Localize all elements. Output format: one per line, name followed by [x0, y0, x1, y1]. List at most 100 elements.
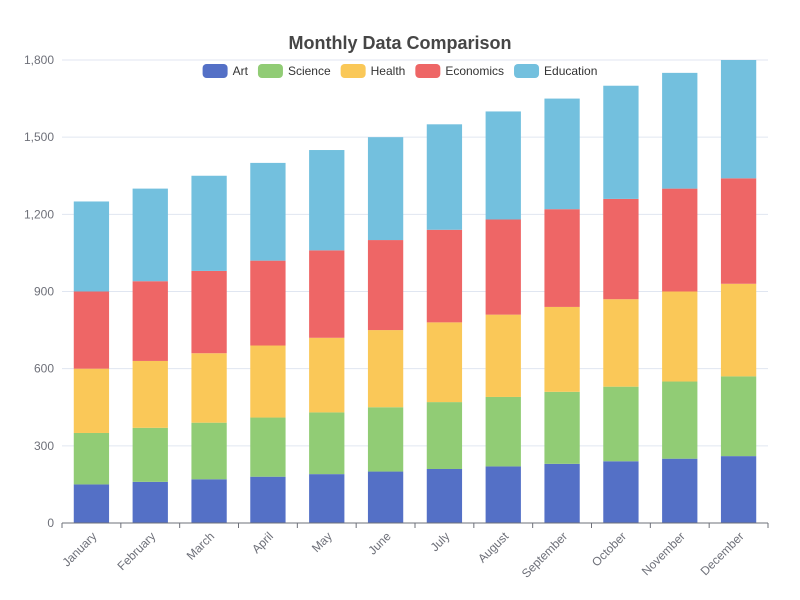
bar-science-may[interactable]: [309, 412, 345, 475]
bar-science-april[interactable]: [250, 417, 286, 477]
bar-art-may[interactable]: [309, 474, 345, 523]
bars: [73, 60, 757, 523]
legend[interactable]: Art Science Health Economics Education: [202, 64, 598, 78]
y-tick-label: 0: [47, 516, 54, 530]
bar-education-february[interactable]: [132, 188, 168, 282]
bar-health-november[interactable]: [662, 291, 698, 382]
x-tick-label: March: [184, 529, 217, 562]
bar-science-march[interactable]: [191, 422, 227, 480]
bar-art-november[interactable]: [662, 458, 698, 523]
legend-label: Health: [371, 64, 406, 78]
x-tick-label: July: [428, 529, 453, 554]
y-tick-label: 1,800: [24, 53, 54, 67]
bar-health-june[interactable]: [367, 330, 404, 408]
legend-item-health[interactable]: Health: [340, 64, 406, 78]
bar-health-october[interactable]: [603, 299, 639, 387]
y-tick-label: 600: [34, 362, 54, 376]
bar-economics-october[interactable]: [603, 198, 639, 300]
legend-label: Art: [233, 64, 249, 78]
bar-science-august[interactable]: [485, 396, 521, 467]
bar-education-october[interactable]: [603, 85, 639, 199]
bar-art-december[interactable]: [720, 456, 757, 523]
bar-health-december[interactable]: [720, 283, 757, 377]
bar-science-january[interactable]: [73, 432, 110, 485]
bar-science-july[interactable]: [426, 402, 463, 469]
legend-swatch: [257, 64, 283, 78]
bar-art-april[interactable]: [250, 476, 286, 523]
y-tick-label: 1,200: [24, 207, 54, 221]
bar-economics-february[interactable]: [132, 281, 168, 361]
bar-education-march[interactable]: [191, 175, 227, 271]
bar-health-january[interactable]: [73, 368, 110, 433]
bar-health-august[interactable]: [485, 314, 521, 397]
bar-education-november[interactable]: [662, 72, 698, 189]
legend-label: Science: [288, 64, 331, 78]
y-axis: 0 300 600 900 1,200 1,500 1,800: [24, 53, 54, 530]
legend-item-economics[interactable]: Economics: [415, 64, 504, 78]
bar-education-august[interactable]: [485, 111, 521, 220]
gridlines: [62, 59, 768, 447]
bar-science-february[interactable]: [132, 427, 168, 482]
legend-swatch: [340, 64, 366, 78]
bar-economics-july[interactable]: [426, 229, 463, 323]
bar-science-december[interactable]: [720, 376, 757, 457]
bar-art-august[interactable]: [485, 466, 521, 523]
bar-art-october[interactable]: [603, 461, 639, 523]
legend-item-education[interactable]: Education: [514, 64, 597, 78]
bar-science-november[interactable]: [662, 381, 698, 459]
legend-swatch: [514, 64, 540, 78]
x-tick-label: December: [698, 529, 747, 578]
y-tick-label: 1,500: [24, 130, 54, 144]
bar-economics-november[interactable]: [662, 188, 698, 292]
bar-education-december[interactable]: [720, 60, 757, 179]
x-tick-label: June: [365, 529, 394, 558]
bar-education-june[interactable]: [367, 137, 404, 241]
bar-economics-june[interactable]: [367, 240, 404, 331]
bar-science-june[interactable]: [367, 407, 404, 472]
bar-art-january[interactable]: [73, 484, 110, 523]
y-tick-label: 300: [34, 439, 54, 453]
bar-economics-august[interactable]: [485, 219, 521, 315]
x-tick-label: September: [519, 529, 570, 580]
bar-education-july[interactable]: [426, 124, 463, 230]
legend-label: Education: [544, 64, 597, 78]
bar-art-march[interactable]: [191, 479, 227, 523]
bar-art-july[interactable]: [426, 468, 463, 523]
bar-health-march[interactable]: [191, 353, 227, 423]
x-tick-label: October: [589, 529, 629, 569]
y-tick-label: 900: [34, 285, 54, 299]
legend-item-art[interactable]: Art: [202, 64, 249, 78]
bar-health-september[interactable]: [544, 306, 580, 392]
bar-art-february[interactable]: [132, 481, 168, 523]
bar-health-july[interactable]: [426, 322, 463, 403]
bar-economics-september[interactable]: [544, 209, 580, 307]
bar-economics-may[interactable]: [309, 250, 345, 338]
bar-education-may[interactable]: [309, 150, 345, 251]
x-tick-label: February: [115, 529, 159, 573]
legend-swatch: [415, 64, 441, 78]
legend-label: Economics: [445, 64, 504, 78]
legend-swatch: [202, 64, 228, 78]
bar-economics-january[interactable]: [73, 291, 110, 369]
bar-education-january[interactable]: [73, 201, 110, 292]
bar-art-june[interactable]: [367, 471, 404, 523]
legend-item-science[interactable]: Science: [257, 64, 331, 78]
bar-health-april[interactable]: [250, 345, 286, 418]
bar-art-september[interactable]: [544, 463, 580, 523]
bar-economics-december[interactable]: [720, 178, 757, 284]
bar-health-may[interactable]: [309, 337, 345, 413]
x-tick-label: August: [475, 529, 512, 566]
bar-science-september[interactable]: [544, 391, 580, 464]
bar-education-april[interactable]: [250, 162, 286, 261]
bar-economics-april[interactable]: [250, 260, 286, 346]
x-axis: January February March April May June July Augu…: [59, 522, 769, 581]
chart-title: Monthly Data Comparison: [288, 33, 511, 53]
bar-health-february[interactable]: [132, 360, 168, 428]
x-tick-label: January: [59, 529, 99, 569]
x-tick-label: May: [309, 529, 335, 555]
bar-science-october[interactable]: [603, 386, 639, 462]
bar-economics-march[interactable]: [191, 270, 227, 354]
bar-education-september[interactable]: [544, 98, 580, 210]
x-tick-label: April: [249, 529, 276, 556]
